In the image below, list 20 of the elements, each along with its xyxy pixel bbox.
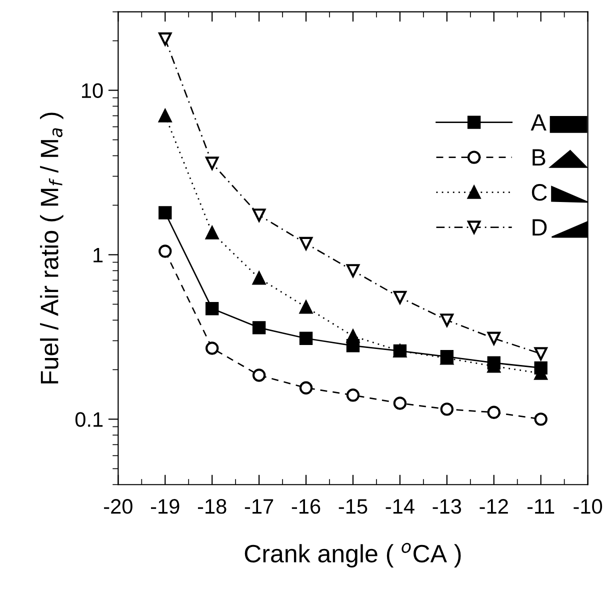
x-tick-label: -18 — [198, 499, 226, 514]
x-tick-label: -14 — [386, 499, 414, 514]
legend-label: C — [532, 184, 547, 201]
x-tick-label: -11 — [527, 499, 554, 514]
x-tick-label: -16 — [292, 499, 320, 514]
legend-label: A — [530, 114, 546, 131]
x-tick-label: -13 — [432, 499, 462, 514]
y-tick-label: 0.1 — [75, 412, 103, 427]
x-tick-label: -12 — [480, 499, 508, 514]
x-tick-label: -20 — [104, 499, 132, 514]
legend-label: D — [532, 219, 547, 236]
x-tick-label: -19 — [151, 499, 180, 514]
y-tick-label: 1 — [94, 248, 103, 262]
x-tick-label: -17 — [244, 499, 274, 514]
x-tick-label: -10 — [574, 499, 602, 514]
x-tick-label: -15 — [338, 499, 368, 514]
legend-label: B — [532, 149, 546, 166]
y-tick-label: 10 — [82, 83, 103, 98]
y-axis-title: Fuel / Air ratio ( M$_{f}$ / M$_{a}$ ) — [40, 112, 64, 384]
x-axis-title: Crank angle ( $^{o}$CA ) — [244, 542, 461, 568]
